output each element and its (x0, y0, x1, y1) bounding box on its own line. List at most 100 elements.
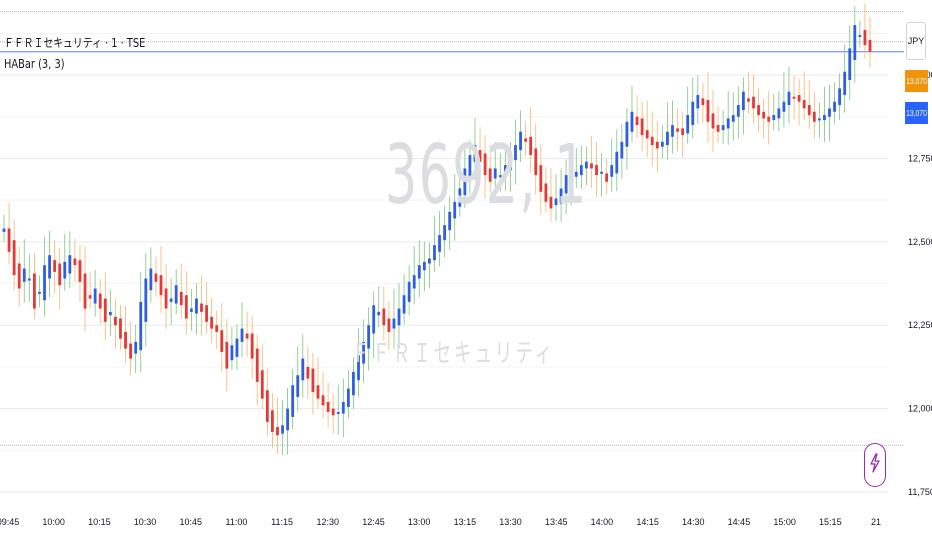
candle-body (438, 235, 441, 252)
candle-body (716, 125, 720, 132)
candle-body (777, 108, 781, 119)
currency-button[interactable]: JPY (906, 22, 926, 60)
candle-body (574, 171, 578, 177)
x-tick-label: 13:30 (499, 517, 522, 527)
candle-body (731, 115, 735, 122)
candle-body (189, 308, 193, 312)
x-tick-label: 11:15 (271, 517, 293, 527)
x-tick-label: 15:15 (819, 517, 842, 527)
candle-body (863, 30, 867, 46)
candle-body (853, 25, 857, 61)
candle-body (230, 345, 234, 361)
candle-body (711, 113, 715, 129)
candle-body (676, 128, 679, 132)
candle-body (159, 275, 163, 296)
candle-body (357, 355, 360, 381)
candle-body (478, 150, 482, 162)
y-tick-label: 11,750 (908, 487, 932, 497)
candle-body (200, 303, 203, 312)
y-tick-label: 12,250 (908, 320, 932, 330)
candle-body (311, 368, 315, 392)
candle-body (220, 330, 224, 352)
candle-body (402, 295, 406, 314)
candle-body (210, 316, 214, 329)
candle-body (757, 105, 760, 116)
candle-body (169, 298, 173, 302)
candle-body (463, 168, 467, 196)
candle-body (468, 155, 472, 179)
candle-body (701, 98, 705, 106)
candle-body (817, 118, 821, 121)
candle-body (741, 91, 745, 111)
candle-body (443, 225, 446, 241)
candle-body (397, 308, 401, 326)
candle-body (250, 333, 254, 359)
candle-body (286, 408, 290, 431)
candle-body (488, 168, 492, 182)
candle-body (549, 196, 553, 209)
candle-body (660, 141, 664, 147)
candle-body (595, 165, 598, 176)
candle-body (493, 168, 497, 179)
candle-body (103, 298, 107, 322)
candle-body (503, 165, 507, 172)
alert-button[interactable] (864, 443, 886, 487)
candle-body (27, 278, 31, 281)
candle-body (448, 211, 452, 231)
candle-body (407, 281, 411, 302)
candle-body (473, 145, 477, 162)
candle-body (281, 425, 284, 434)
candle-body (225, 341, 229, 369)
candle-body (590, 163, 593, 169)
candle-body (58, 263, 62, 286)
chart-title[interactable]: ＦＦＲＩセキュリティ · 1 · TSE (4, 36, 146, 50)
candle-body (498, 175, 502, 178)
candle-body (195, 298, 198, 314)
candle-body (544, 183, 548, 202)
y-tick-label: 12,750 (908, 153, 932, 163)
candle-body (767, 116, 771, 122)
candle-body (144, 278, 148, 322)
candle-body (868, 40, 872, 52)
horizontal-lines (0, 11, 904, 446)
candle-body (129, 343, 133, 359)
grid (0, 32, 888, 493)
lightning-icon (869, 452, 881, 478)
candle-body (752, 96, 755, 109)
candle-body (666, 131, 669, 146)
candle-body (706, 100, 710, 122)
candle-body (346, 388, 350, 407)
candle-body (93, 288, 97, 304)
last-price-tag: 13,070 (905, 102, 928, 124)
candle-body (610, 165, 614, 177)
candle-body (78, 260, 82, 282)
axes: 11,75012,00012,25012,50012,75013,00009:4… (0, 70, 932, 527)
candle-body (747, 98, 750, 102)
candle-body (341, 401, 345, 414)
candle-body (98, 293, 102, 309)
candle-body (838, 88, 842, 106)
candle-body (179, 291, 183, 306)
x-tick-label: 21 (871, 517, 881, 527)
candle-body (422, 261, 426, 271)
candle-body (63, 261, 67, 279)
candle-body (306, 366, 310, 379)
candle-body (53, 260, 57, 272)
candle-body (696, 95, 700, 109)
candle-body (681, 128, 685, 136)
candle-body (83, 273, 87, 309)
candle-body (807, 105, 811, 116)
candle-body (762, 111, 766, 119)
candle-body (686, 115, 690, 134)
x-tick-label: 10:30 (134, 517, 157, 527)
indicator-legend[interactable]: HABar (3, 3) (4, 57, 65, 71)
candle-body (7, 228, 11, 252)
candle-body (630, 111, 634, 132)
candle-body (43, 265, 46, 301)
candle-body (534, 148, 538, 176)
y-tick-label: 12,500 (908, 237, 932, 247)
candle-body (645, 130, 649, 139)
candle-body (88, 295, 92, 299)
